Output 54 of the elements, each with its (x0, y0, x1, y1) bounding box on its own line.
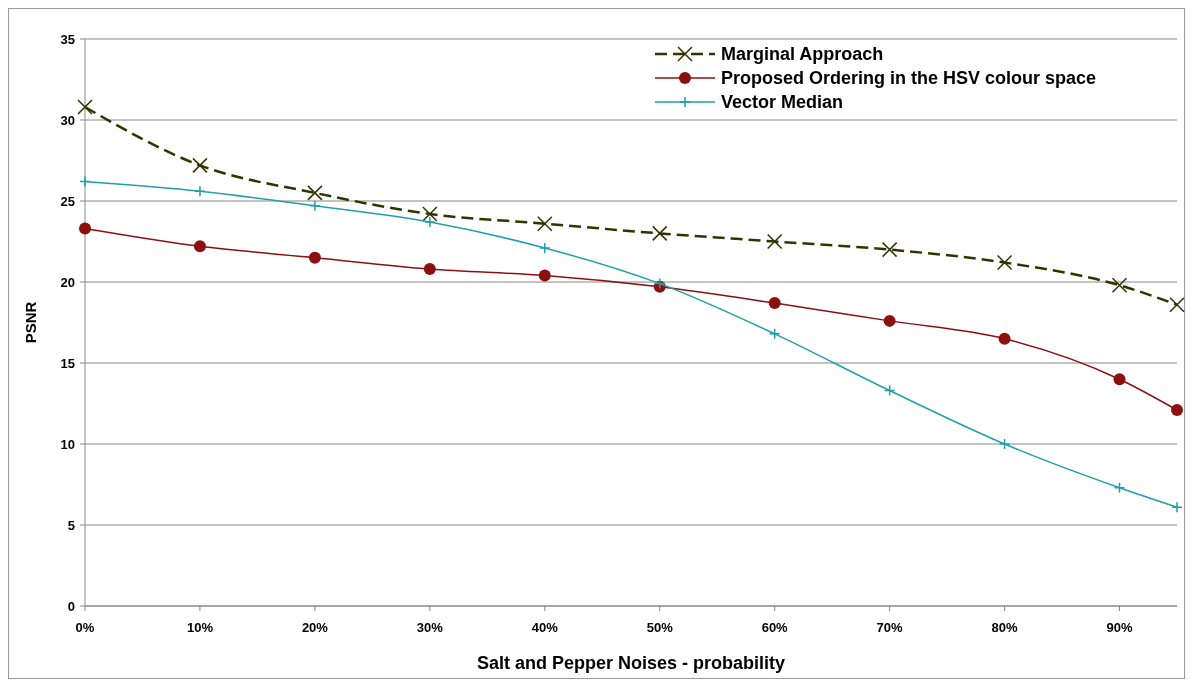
point (539, 242, 551, 254)
x-tick-label: 50% (646, 620, 674, 635)
x-tick-label: 10% (186, 620, 214, 635)
point (1171, 501, 1183, 513)
point (1171, 403, 1183, 416)
point (998, 438, 1011, 450)
point (1113, 481, 1126, 494)
x-tick-label: 30% (416, 620, 444, 635)
point (193, 240, 206, 253)
x-tick-label: 60% (761, 620, 789, 635)
x-tick-label: 80% (991, 620, 1019, 635)
point (651, 225, 668, 242)
point (194, 185, 206, 198)
legend-label: Vector Median (721, 92, 844, 113)
point (308, 251, 321, 264)
y-axis-title: PSNR (22, 301, 39, 344)
point (883, 314, 896, 327)
x-tick-label: 40% (531, 620, 559, 635)
point (307, 185, 323, 201)
x-tick-label: 90% (1106, 620, 1133, 635)
point (309, 200, 321, 212)
y-tick-label: 25 (60, 193, 75, 209)
x-tick-label: 70% (876, 620, 904, 635)
point (537, 215, 553, 232)
point (768, 297, 781, 310)
point (77, 99, 93, 115)
legend-label: Proposed Ordering in the HSV colour space (721, 68, 1097, 89)
point (79, 175, 91, 188)
y-tick-label: 35 (60, 31, 75, 47)
x-axis-title: Salt and Pepper Noises - probability (476, 653, 786, 673)
point (1113, 373, 1126, 386)
y-tick-label: 0 (67, 598, 75, 614)
x-tick-label: 0% (75, 620, 95, 635)
point (881, 241, 898, 258)
point (538, 269, 551, 282)
point (424, 216, 436, 228)
point (1169, 296, 1185, 313)
point (192, 157, 208, 174)
point (1111, 277, 1128, 293)
y-tick-label: 20 (60, 274, 75, 290)
point (423, 263, 436, 276)
point (422, 206, 438, 222)
y-tick-label: 5 (67, 517, 75, 533)
point (766, 233, 783, 250)
point (768, 328, 781, 340)
point (883, 384, 896, 397)
point (79, 222, 91, 235)
y-tick-label: 10 (60, 436, 75, 452)
point (998, 332, 1011, 345)
legend-label: Marginal Approach (721, 44, 884, 65)
y-tick-label: 30 (60, 112, 75, 128)
x-tick-label: 20% (301, 620, 329, 635)
point (996, 254, 1013, 271)
y-tick-label: 15 (60, 355, 75, 371)
